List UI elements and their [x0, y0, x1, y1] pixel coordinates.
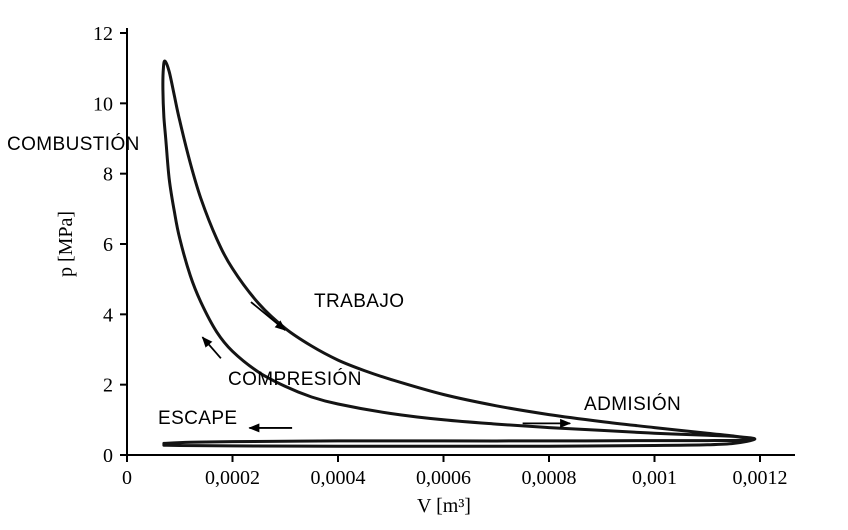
x-tick-label: 0,0002	[205, 467, 260, 489]
y-tick-label: 0	[103, 445, 113, 467]
y-tick-label: 4	[103, 304, 113, 326]
axis-lines	[126, 28, 795, 456]
y-tick-label: 2	[103, 375, 113, 397]
y-axis-title: p [MPa]	[55, 211, 77, 277]
direction-arrows	[201, 301, 572, 433]
x-tick-label: 0,0006	[416, 467, 471, 489]
label-escape: ESCAPE	[158, 408, 238, 429]
label-admision: ADMISIÓN	[584, 393, 681, 415]
y-tick-label: 8	[103, 164, 113, 186]
annotations: COMBUSTIÓN TRABAJO COMPRESIÓN ESCAPE ADMISIÓ…	[7, 133, 681, 429]
x-tick-label: 0,0004	[311, 467, 366, 489]
trabajo-direction-arrow	[250, 301, 287, 331]
label-trabajo: TRABAJO	[314, 291, 404, 312]
x-tick-label: 0,0012	[733, 467, 788, 489]
label-combustion: COMBUSTIÓN	[7, 133, 140, 155]
y-tick-label: 10	[93, 93, 113, 115]
compresion-direction-arrow	[201, 336, 222, 359]
y-tick-label: 6	[103, 234, 113, 256]
x-tick-label: 0	[122, 467, 132, 489]
y-tick-label: 12	[93, 23, 113, 45]
axis-ticks	[120, 32, 761, 462]
cycle-curve	[161, 59, 757, 448]
axis-tick-labels: 0 2 4 6 8 10 12 0 0,0002 0,0004 0,0006 0,0008 0,001 0…	[93, 23, 788, 489]
label-compresion: COMPRESIÓN	[228, 368, 362, 390]
x-tick-label: 0,0008	[522, 467, 577, 489]
x-tick-label: 0,001	[632, 467, 677, 489]
axes	[126, 28, 795, 456]
x-axis-title: V [m³]	[417, 495, 471, 517]
